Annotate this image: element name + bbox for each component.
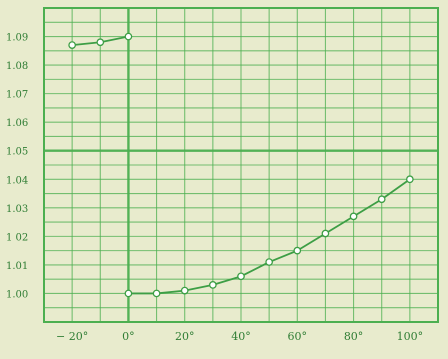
x-tick-label: 40° bbox=[231, 330, 251, 343]
y-tick-label: 1 02 bbox=[6, 232, 28, 243]
x-tick-label: − 20° bbox=[56, 330, 88, 343]
tick-labels: 1.00 1.01 1 02 1.03 1.04 1.05 1.06 1.07 1.08 1.09… bbox=[6, 33, 423, 343]
y-tick-label: 1.07 bbox=[6, 90, 28, 101]
y-tick-label: 1.03 bbox=[6, 204, 28, 215]
data-point bbox=[124, 289, 133, 298]
y-tick-label: 1.09 bbox=[6, 33, 28, 44]
data-point bbox=[265, 258, 273, 266]
x-tick-label: 20° bbox=[175, 330, 195, 343]
data-point bbox=[209, 281, 217, 289]
data-point bbox=[406, 175, 414, 184]
grid bbox=[44, 8, 438, 322]
x-tick-label: 0° bbox=[122, 330, 135, 343]
y-tick-label: 1.00 bbox=[6, 289, 28, 300]
data-point bbox=[152, 289, 161, 298]
x-tick-label: 100° bbox=[397, 330, 424, 343]
data-point bbox=[124, 32, 133, 41]
y-tick-label: 1.08 bbox=[6, 61, 28, 72]
y-tick-label: 1.01 bbox=[6, 261, 28, 272]
data-point bbox=[293, 246, 302, 255]
series bbox=[68, 32, 414, 298]
y-tick-label: 1.06 bbox=[6, 118, 28, 129]
data-point bbox=[349, 212, 358, 221]
x-tick-label: 60° bbox=[288, 330, 308, 343]
y-tick-label: 1.05 bbox=[6, 147, 28, 158]
data-point bbox=[377, 195, 386, 204]
x-tick-label: 80° bbox=[344, 330, 364, 343]
data-point bbox=[96, 38, 105, 47]
data-point bbox=[180, 286, 189, 295]
data-point bbox=[68, 41, 76, 49]
y-tick-label: 1.04 bbox=[6, 175, 28, 186]
data-point bbox=[237, 272, 245, 281]
data-point bbox=[321, 229, 330, 238]
